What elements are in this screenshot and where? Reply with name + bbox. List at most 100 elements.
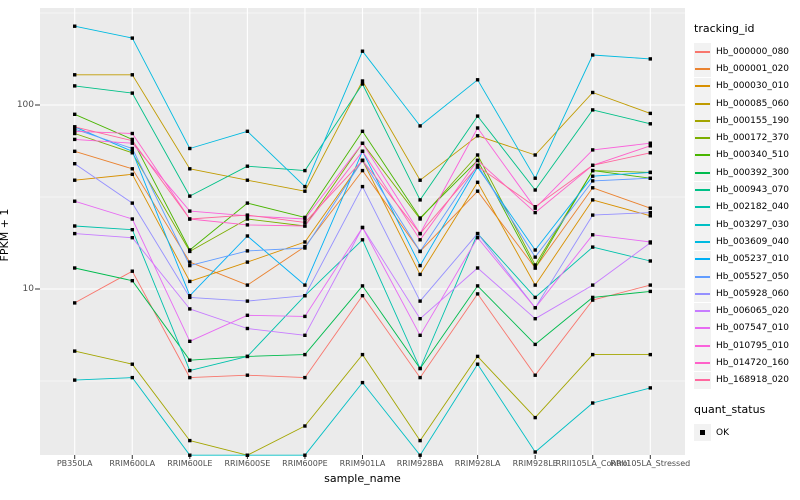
data-point xyxy=(188,307,192,311)
data-point xyxy=(360,352,365,357)
legend-key-box xyxy=(694,77,711,95)
data-point xyxy=(245,260,250,264)
legend-item: Hb_005237_010 xyxy=(692,250,798,268)
data-point xyxy=(591,352,595,357)
legend-key-box xyxy=(694,43,711,61)
x-tick-label: RRIM600PE xyxy=(282,459,328,468)
legend-key-box xyxy=(694,181,711,199)
data-point xyxy=(475,114,480,118)
legend-item: Hb_003297_030 xyxy=(692,216,798,234)
legend-item-label: Hb_000155_190 xyxy=(716,115,790,126)
data-point xyxy=(73,224,77,228)
data-point xyxy=(188,453,192,457)
data-point xyxy=(303,333,307,337)
data-point xyxy=(418,231,422,236)
legend-item: Hb_000155_190 xyxy=(692,112,798,130)
data-point xyxy=(188,368,192,373)
legend-key-line-icon xyxy=(695,310,710,313)
legend-key-line-icon xyxy=(695,154,710,157)
data-point xyxy=(533,415,537,420)
legend-item: Hb_006065_020 xyxy=(692,302,798,320)
legend-key-box xyxy=(694,60,711,78)
data-point xyxy=(245,453,250,457)
legend-key-line-icon xyxy=(695,344,710,347)
data-point xyxy=(418,366,422,371)
data-point xyxy=(418,333,422,337)
data-point xyxy=(648,352,652,357)
legend-item-label: Hb_000000_080 xyxy=(716,46,790,57)
data-point xyxy=(303,424,307,428)
data-point xyxy=(188,375,192,380)
legend-title-tracking-id: tracking_id xyxy=(694,22,755,35)
data-point xyxy=(533,188,537,192)
data-point xyxy=(130,141,134,145)
data-point xyxy=(533,450,537,454)
legend-item: Hb_005527_050 xyxy=(692,268,798,285)
legend-key-line-icon xyxy=(695,361,710,364)
data-point xyxy=(418,453,422,457)
y-tick-label-10: 10 xyxy=(22,284,34,294)
data-point xyxy=(73,73,77,77)
data-point xyxy=(245,213,250,217)
legend-item: Hb_000030_010 xyxy=(692,77,798,95)
legend-key-line-icon xyxy=(695,275,710,278)
x-axis-title: sample_name xyxy=(324,472,401,485)
data-point xyxy=(648,122,652,126)
data-point xyxy=(245,129,250,133)
data-point xyxy=(130,167,134,171)
legend-key-box xyxy=(694,371,711,389)
legend-key-box xyxy=(694,250,711,268)
legend-key-box xyxy=(694,198,711,216)
data-point xyxy=(591,298,595,302)
data-point xyxy=(245,223,250,227)
data-point xyxy=(188,194,192,198)
legend-item-label: Hb_002182_040 xyxy=(716,202,790,213)
data-point xyxy=(303,294,307,298)
legend-item-label: Hb_003297_030 xyxy=(716,219,790,230)
legend-key-line-icon xyxy=(695,119,710,122)
data-point xyxy=(418,375,422,380)
data-point xyxy=(73,199,77,203)
data-point xyxy=(648,206,652,210)
data-point xyxy=(188,209,192,213)
data-point xyxy=(73,127,77,131)
legend-key-box xyxy=(694,146,711,164)
ok-key-box xyxy=(694,424,711,442)
data-point xyxy=(648,240,652,244)
legend-item-label: Hb_010795_010 xyxy=(716,340,790,351)
legend-item: Hb_000392_300 xyxy=(692,164,798,182)
data-point xyxy=(475,164,480,168)
data-point xyxy=(475,284,480,288)
data-point xyxy=(130,269,134,273)
data-point xyxy=(130,146,134,151)
data-point xyxy=(130,375,134,380)
data-point xyxy=(303,283,307,287)
data-point xyxy=(591,198,595,202)
legend-item-label: Hb_000030_010 xyxy=(716,81,790,92)
data-point xyxy=(245,283,250,287)
data-point xyxy=(188,146,192,151)
legend-key-line-icon xyxy=(695,292,710,295)
data-point xyxy=(533,306,537,310)
data-point xyxy=(360,129,365,133)
data-point xyxy=(73,178,77,182)
data-point xyxy=(648,214,652,218)
data-point xyxy=(303,220,307,225)
data-point xyxy=(360,79,365,83)
data-point xyxy=(591,401,595,405)
legend-key-line-icon xyxy=(695,137,710,140)
data-point xyxy=(475,266,480,270)
legend-item-label: Hb_005527_050 xyxy=(716,271,790,282)
data-point xyxy=(475,78,480,82)
legend-item-label: Hb_007547_010 xyxy=(716,323,790,334)
data-point xyxy=(591,90,595,95)
data-point xyxy=(130,139,134,143)
data-point xyxy=(73,131,77,136)
data-point xyxy=(648,111,652,116)
legend-key-box xyxy=(694,268,711,285)
legend-item-label: Hb_005928_060 xyxy=(716,288,790,299)
data-point xyxy=(648,144,652,148)
legend-item-label: Hb_000392_300 xyxy=(716,167,790,178)
legend-item: Hb_000001_020 xyxy=(692,60,798,78)
data-point xyxy=(591,179,595,183)
